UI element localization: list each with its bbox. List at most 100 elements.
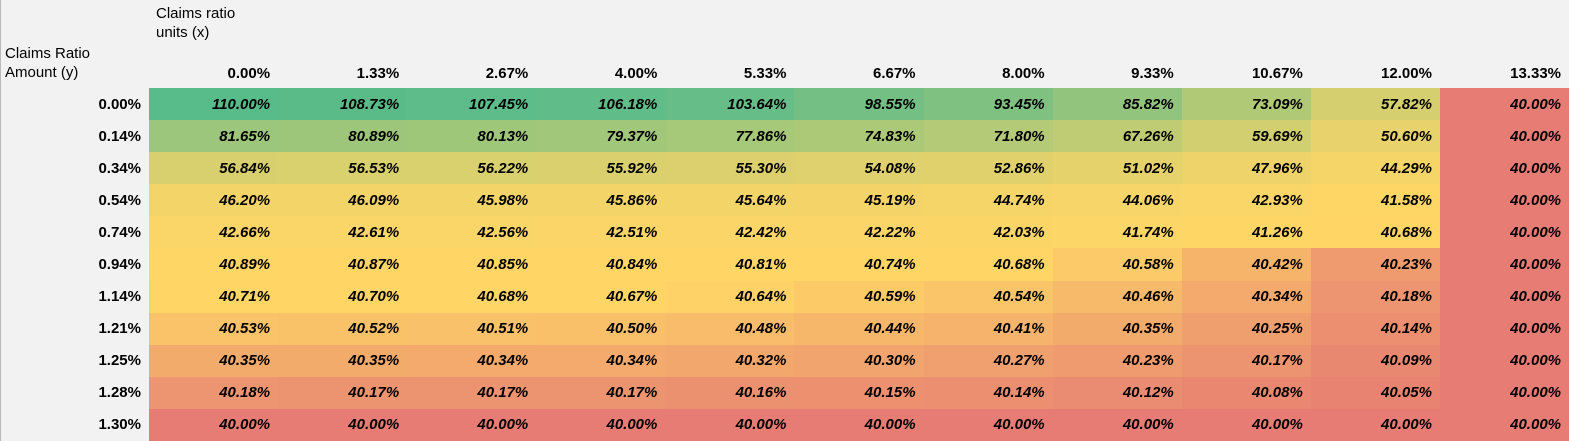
heatmap-cell-r6-c0[interactable]: 40.71%	[149, 280, 279, 313]
heatmap-cell-r4-c3[interactable]: 42.51%	[536, 216, 666, 249]
heatmap-cell-r0-c8[interactable]: 73.09%	[1181, 88, 1311, 121]
heatmap-cell-r7-c5[interactable]: 40.44%	[794, 312, 924, 345]
heatmap-cell-r4-c7[interactable]: 41.74%	[1052, 216, 1182, 249]
heatmap-cell-r10-c1[interactable]: 40.00%	[278, 408, 408, 441]
heatmap-cell-r3-c2[interactable]: 45.98%	[407, 184, 537, 217]
heatmap-cell-r4-c5[interactable]: 42.22%	[794, 216, 924, 249]
heatmap-cell-r4-c2[interactable]: 42.56%	[407, 216, 537, 249]
heatmap-cell-r3-c10[interactable]: 40.00%	[1439, 184, 1569, 217]
heatmap-cell-r9-c2[interactable]: 40.17%	[407, 376, 537, 409]
heatmap-cell-r5-c8[interactable]: 40.42%	[1181, 248, 1311, 281]
heatmap-cell-r10-c3[interactable]: 40.00%	[536, 408, 666, 441]
heatmap-cell-r1-c4[interactable]: 77.86%	[665, 120, 795, 153]
heatmap-cell-r9-c7[interactable]: 40.12%	[1052, 376, 1182, 409]
heatmap-cell-r7-c10[interactable]: 40.00%	[1439, 312, 1569, 345]
heatmap-cell-r6-c4[interactable]: 40.64%	[665, 280, 795, 313]
heatmap-cell-r9-c1[interactable]: 40.17%	[278, 376, 408, 409]
heatmap-cell-r5-c2[interactable]: 40.85%	[407, 248, 537, 281]
heatmap-cell-r10-c5[interactable]: 40.00%	[794, 408, 924, 441]
heatmap-cell-r5-c1[interactable]: 40.87%	[278, 248, 408, 281]
heatmap-cell-r2-c6[interactable]: 52.86%	[923, 152, 1053, 185]
heatmap-cell-r8-c8[interactable]: 40.17%	[1181, 344, 1311, 377]
heatmap-cell-r6-c3[interactable]: 40.67%	[536, 280, 666, 313]
heatmap-cell-r10-c8[interactable]: 40.00%	[1181, 408, 1311, 441]
heatmap-cell-r7-c2[interactable]: 40.51%	[407, 312, 537, 345]
heatmap-cell-r10-c0[interactable]: 40.00%	[149, 408, 279, 441]
heatmap-cell-r10-c10[interactable]: 40.00%	[1439, 408, 1569, 441]
heatmap-cell-r9-c4[interactable]: 40.16%	[665, 376, 795, 409]
heatmap-cell-r9-c8[interactable]: 40.08%	[1181, 376, 1311, 409]
heatmap-cell-r6-c10[interactable]: 40.00%	[1439, 280, 1569, 313]
heatmap-cell-r8-c1[interactable]: 40.35%	[278, 344, 408, 377]
heatmap-cell-r7-c6[interactable]: 40.41%	[923, 312, 1053, 345]
heatmap-cell-r8-c0[interactable]: 40.35%	[149, 344, 279, 377]
heatmap-cell-r8-c9[interactable]: 40.09%	[1310, 344, 1440, 377]
heatmap-cell-r8-c3[interactable]: 40.34%	[536, 344, 666, 377]
heatmap-cell-r1-c3[interactable]: 79.37%	[536, 120, 666, 153]
heatmap-cell-r9-c6[interactable]: 40.14%	[923, 376, 1053, 409]
heatmap-cell-r2-c0[interactable]: 56.84%	[149, 152, 279, 185]
heatmap-cell-r9-c10[interactable]: 40.00%	[1439, 376, 1569, 409]
heatmap-cell-r4-c6[interactable]: 42.03%	[923, 216, 1053, 249]
heatmap-cell-r1-c2[interactable]: 80.13%	[407, 120, 537, 153]
heatmap-cell-r1-c1[interactable]: 80.89%	[278, 120, 408, 153]
heatmap-cell-r10-c7[interactable]: 40.00%	[1052, 408, 1182, 441]
heatmap-cell-r0-c1[interactable]: 108.73%	[278, 88, 408, 121]
heatmap-cell-r5-c5[interactable]: 40.74%	[794, 248, 924, 281]
heatmap-cell-r7-c1[interactable]: 40.52%	[278, 312, 408, 345]
heatmap-cell-r2-c7[interactable]: 51.02%	[1052, 152, 1182, 185]
heatmap-cell-r3-c9[interactable]: 41.58%	[1310, 184, 1440, 217]
heatmap-cell-r4-c8[interactable]: 41.26%	[1181, 216, 1311, 249]
heatmap-cell-r3-c6[interactable]: 44.74%	[923, 184, 1053, 217]
heatmap-cell-r7-c0[interactable]: 40.53%	[149, 312, 279, 345]
heatmap-cell-r2-c1[interactable]: 56.53%	[278, 152, 408, 185]
heatmap-cell-r6-c8[interactable]: 40.34%	[1181, 280, 1311, 313]
heatmap-cell-r8-c4[interactable]: 40.32%	[665, 344, 795, 377]
heatmap-cell-r6-c6[interactable]: 40.54%	[923, 280, 1053, 313]
heatmap-cell-r2-c3[interactable]: 55.92%	[536, 152, 666, 185]
heatmap-cell-r1-c5[interactable]: 74.83%	[794, 120, 924, 153]
heatmap-cell-r5-c3[interactable]: 40.84%	[536, 248, 666, 281]
heatmap-cell-r4-c10[interactable]: 40.00%	[1439, 216, 1569, 249]
heatmap-cell-r9-c0[interactable]: 40.18%	[149, 376, 279, 409]
heatmap-cell-r3-c3[interactable]: 45.86%	[536, 184, 666, 217]
heatmap-cell-r5-c7[interactable]: 40.58%	[1052, 248, 1182, 281]
heatmap-cell-r2-c5[interactable]: 54.08%	[794, 152, 924, 185]
heatmap-cell-r5-c10[interactable]: 40.00%	[1439, 248, 1569, 281]
heatmap-cell-r7-c9[interactable]: 40.14%	[1310, 312, 1440, 345]
heatmap-cell-r4-c0[interactable]: 42.66%	[149, 216, 279, 249]
heatmap-cell-r7-c7[interactable]: 40.35%	[1052, 312, 1182, 345]
heatmap-cell-r2-c8[interactable]: 47.96%	[1181, 152, 1311, 185]
heatmap-cell-r0-c2[interactable]: 107.45%	[407, 88, 537, 121]
heatmap-cell-r8-c6[interactable]: 40.27%	[923, 344, 1053, 377]
heatmap-cell-r7-c4[interactable]: 40.48%	[665, 312, 795, 345]
heatmap-cell-r2-c10[interactable]: 40.00%	[1439, 152, 1569, 185]
heatmap-cell-r1-c8[interactable]: 59.69%	[1181, 120, 1311, 153]
heatmap-cell-r2-c2[interactable]: 56.22%	[407, 152, 537, 185]
heatmap-cell-r9-c5[interactable]: 40.15%	[794, 376, 924, 409]
heatmap-cell-r5-c4[interactable]: 40.81%	[665, 248, 795, 281]
heatmap-cell-r6-c7[interactable]: 40.46%	[1052, 280, 1182, 313]
heatmap-cell-r9-c9[interactable]: 40.05%	[1310, 376, 1440, 409]
heatmap-cell-r6-c9[interactable]: 40.18%	[1310, 280, 1440, 313]
heatmap-cell-r10-c4[interactable]: 40.00%	[665, 408, 795, 441]
heatmap-cell-r2-c4[interactable]: 55.30%	[665, 152, 795, 185]
heatmap-cell-r10-c2[interactable]: 40.00%	[407, 408, 537, 441]
heatmap-cell-r6-c5[interactable]: 40.59%	[794, 280, 924, 313]
heatmap-cell-r5-c6[interactable]: 40.68%	[923, 248, 1053, 281]
heatmap-cell-r1-c7[interactable]: 67.26%	[1052, 120, 1182, 153]
heatmap-cell-r7-c3[interactable]: 40.50%	[536, 312, 666, 345]
heatmap-cell-r4-c1[interactable]: 42.61%	[278, 216, 408, 249]
heatmap-cell-r0-c9[interactable]: 57.82%	[1310, 88, 1440, 121]
heatmap-cell-r4-c4[interactable]: 42.42%	[665, 216, 795, 249]
heatmap-cell-r0-c7[interactable]: 85.82%	[1052, 88, 1182, 121]
heatmap-cell-r3-c1[interactable]: 46.09%	[278, 184, 408, 217]
heatmap-cell-r3-c8[interactable]: 42.93%	[1181, 184, 1311, 217]
heatmap-cell-r3-c4[interactable]: 45.64%	[665, 184, 795, 217]
heatmap-cell-r3-c5[interactable]: 45.19%	[794, 184, 924, 217]
heatmap-cell-r5-c0[interactable]: 40.89%	[149, 248, 279, 281]
heatmap-cell-r5-c9[interactable]: 40.23%	[1310, 248, 1440, 281]
heatmap-cell-r2-c9[interactable]: 44.29%	[1310, 152, 1440, 185]
heatmap-cell-r1-c6[interactable]: 71.80%	[923, 120, 1053, 153]
heatmap-cell-r7-c8[interactable]: 40.25%	[1181, 312, 1311, 345]
